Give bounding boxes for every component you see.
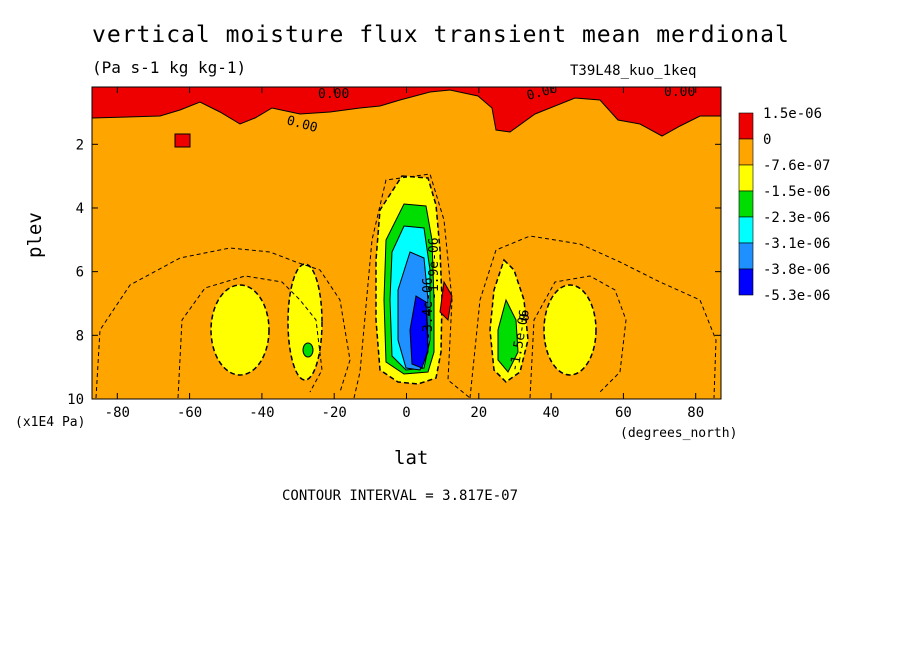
contour-sh-outer <box>95 247 351 399</box>
y-tick-label: 2 <box>76 137 84 153</box>
chart-units: (Pa s-1 kg kg-1) <box>92 58 247 77</box>
x-tick-label: -20 <box>322 405 347 421</box>
contour-sh-middle <box>177 275 323 399</box>
colorbar-swatch <box>738 164 754 192</box>
x-tick-label: 0 <box>402 405 410 421</box>
x-tick-label: -40 <box>249 405 274 421</box>
y-axis-label: plev <box>24 212 46 258</box>
x-axis-unit: (degrees_north) <box>620 426 738 441</box>
colorbar-label: -3.8e-06 <box>763 262 830 278</box>
contour-tropical-outer <box>353 173 471 399</box>
colorbar-label: -5.3e-06 <box>763 288 830 304</box>
outer-contours <box>95 173 717 399</box>
contour-label: 0 <box>517 312 533 322</box>
tropical-positive-spike <box>439 280 453 322</box>
x-axis-label: lat <box>394 447 429 469</box>
colorbar-label: -3.1e-06 <box>763 236 830 252</box>
colorbar: 1.5e-06 0 -7.6e-07 -1.5e-06 -2.3e-06 -3.1e-06… <box>738 106 830 304</box>
sh-subtropical-minimum <box>287 263 323 381</box>
chart-title: vertical moisture flux transient mean me… <box>92 22 790 48</box>
x-tick-label: 40 <box>543 405 560 421</box>
colorbar-label: -2.3e-06 <box>763 210 830 226</box>
nh-extratropical-minimum <box>543 284 597 376</box>
positive-patch-small <box>174 133 191 148</box>
colorbar-label: -1.5e-06 <box>763 184 830 200</box>
run-name: T39L48_kuo_1keq <box>570 63 697 79</box>
contour-nh-outer <box>469 235 717 399</box>
colorbar-swatch <box>738 268 754 296</box>
positive-region-top <box>92 87 721 137</box>
x-tick-label: 20 <box>470 405 487 421</box>
y-axis-unit: (x1E4 Pa) <box>15 415 86 430</box>
sh-subtropical-core <box>302 342 314 358</box>
tropical-minimum-core <box>409 295 429 369</box>
contour-label: 0.00 <box>664 85 695 100</box>
x-tick-label: 60 <box>615 405 632 421</box>
colorbar-swatch <box>738 216 754 244</box>
colorbar-swatch <box>738 112 754 140</box>
x-tick-label: -80 <box>105 405 130 421</box>
colorbar-label: 1.5e-06 <box>763 106 822 122</box>
sh-extratropical-minimum <box>210 284 270 376</box>
y-axis: 2 4 6 8 10 <box>67 137 721 408</box>
y-tick-label: 4 <box>76 201 84 217</box>
contour-label: 0.00 <box>318 87 349 102</box>
colorbar-label: -7.6e-07 <box>763 158 830 174</box>
colorbar-swatch <box>738 190 754 218</box>
contour-interval: CONTOUR INTERVAL = 3.817E-07 <box>282 488 519 504</box>
y-tick-label: 8 <box>76 328 84 344</box>
y-tick-label: 6 <box>76 265 84 281</box>
plot-area: 0.00 0.00 0.00 0.00 -1.9e-06 -3.4e-06 -1… <box>92 85 721 399</box>
x-tick-label: -60 <box>177 405 202 421</box>
x-tick-label: 80 <box>687 405 704 421</box>
contour-label: -3.4e-06 <box>421 277 436 340</box>
y-tick-label: 10 <box>67 392 84 408</box>
colorbar-swatch <box>738 138 754 166</box>
contour-label: -1.9e-06 <box>427 237 442 300</box>
colorbar-swatch <box>738 242 754 270</box>
colorbar-label: 0 <box>763 132 771 148</box>
nh-subtropical-core <box>497 298 519 373</box>
x-axis: -80 -60 -40 -20 0 20 40 60 80 <box>105 87 704 421</box>
contour-nh-middle <box>529 275 627 399</box>
